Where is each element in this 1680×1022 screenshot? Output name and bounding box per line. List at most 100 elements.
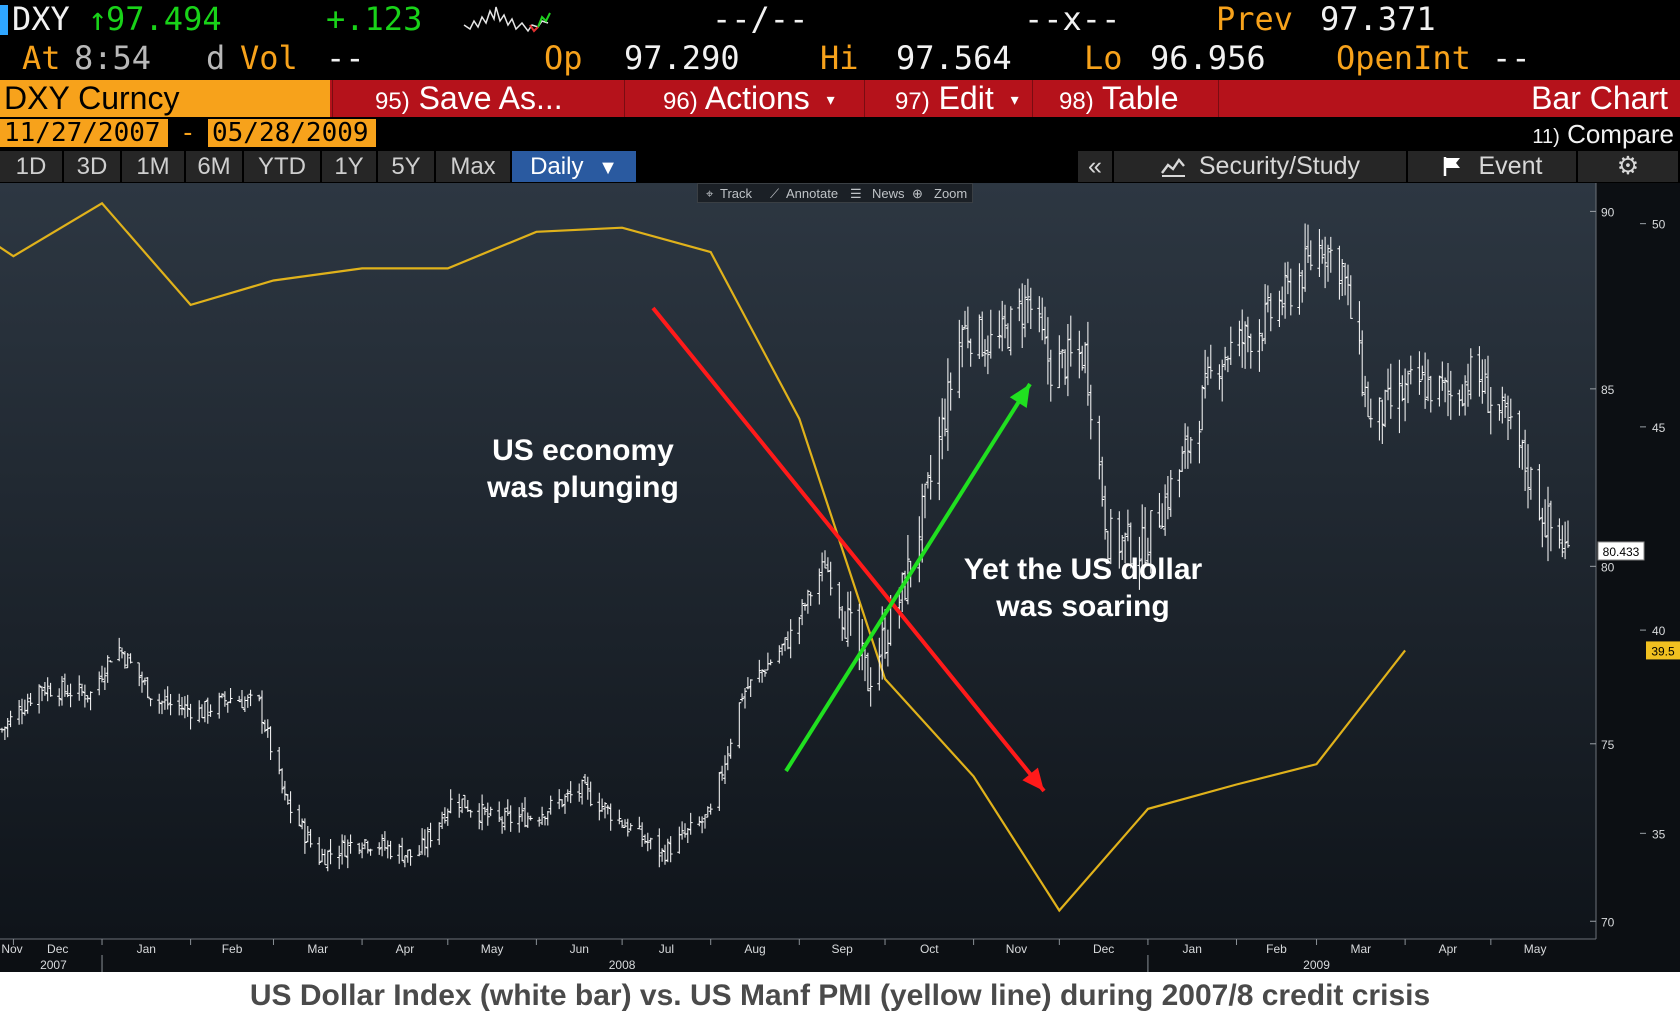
dxy-daily-bar [480, 794, 485, 831]
range-tab-1y[interactable]: 1Y [322, 151, 378, 182]
save-as-button[interactable]: 95) Save As... [332, 80, 624, 117]
bloomberg-terminal-screen: DXY ↑ 97.494 +.123 --/-- --x-- Prev 97.3… [0, 0, 1680, 972]
news-icon[interactable]: ☰ [850, 186, 862, 201]
edit-button[interactable]: 97) Edit ▾ [864, 80, 1032, 117]
range-tab-5y[interactable]: 5Y [378, 151, 436, 182]
dxy-daily-bar [1328, 236, 1333, 273]
x-axis-year-label: 2009 [1303, 958, 1330, 972]
dxy-daily-bar [1523, 429, 1528, 491]
dxy-daily-bar [1240, 309, 1245, 368]
open-interest: -- [1492, 39, 1531, 77]
dxy-daily-bar [1380, 399, 1385, 444]
table-label: Table [1102, 80, 1179, 116]
prev-close: 97.371 [1320, 0, 1436, 38]
dxy-daily-bar [322, 849, 327, 866]
dxy-daily-bar [325, 850, 330, 872]
dxy-daily-bar [1108, 509, 1113, 565]
range-tab-max[interactable]: Max [436, 151, 512, 182]
zoom-icon[interactable]: ⊕ [912, 186, 923, 201]
dxy-daily-bar [665, 838, 670, 863]
dxy-daily-bar [680, 821, 685, 840]
dxy-daily-bar [937, 416, 942, 501]
dxy-daily-bar [1180, 446, 1185, 472]
price-chart[interactable]: 90 85 80 75 70 50 45 40 35 Nov Dec Jan Feb Mar Apr May J… [0, 183, 1680, 972]
dxy-daily-bar [1183, 423, 1188, 469]
dxy-daily-bar [177, 693, 182, 716]
range-tab-6m[interactable]: 6M [186, 151, 244, 182]
compare-button[interactable]: 11) Compare [1532, 119, 1674, 152]
dxy-daily-bar [623, 819, 627, 828]
dxy-daily-bar [1120, 535, 1125, 560]
range-tab-3d[interactable]: 3D [64, 151, 122, 182]
dxy-daily-bar [685, 828, 690, 843]
news-button[interactable]: News [872, 186, 905, 201]
dxy-daily-bar [865, 652, 870, 692]
dxy-daily-bar [1285, 261, 1290, 295]
dxy-daily-bar [1163, 484, 1168, 536]
dxy-last-value-label: 80.433 [1603, 545, 1640, 559]
security-field[interactable]: DXY Curncy [0, 80, 330, 117]
x-axis-year-label: 2008 [609, 958, 636, 972]
right-axis-tick-label: 45 [1652, 421, 1666, 435]
dxy-daily-bar [583, 774, 587, 784]
dxy-daily-bar [17, 700, 22, 725]
dxy-daily-bar [245, 694, 250, 708]
dxy-daily-bar [368, 848, 373, 856]
pmi-series-line [0, 201, 1406, 913]
dxy-daily-bar [1468, 348, 1473, 400]
dxy-daily-bar [505, 799, 510, 816]
range-tab-ytd[interactable]: YTD [244, 151, 322, 182]
edit-number: 97) [895, 88, 930, 115]
actions-caret-icon: ▾ [826, 92, 835, 110]
dxy-daily-bar [900, 572, 905, 612]
dxy-last-value-box [1597, 541, 1645, 561]
x-axis-month-label: Dec [1093, 942, 1114, 956]
dxy-daily-bar [825, 557, 830, 573]
dxy-daily-bar [1428, 375, 1433, 413]
dxy-daily-bar [788, 619, 793, 659]
low-label: Lo [1084, 39, 1123, 77]
dxy-daily-bar [460, 798, 465, 814]
date-range-bar: 11/27/2007 - 05/28/2009 11) Compare [0, 119, 1680, 149]
dxy-daily-bar [905, 535, 910, 605]
x-axis-month-label: Nov [1006, 942, 1027, 956]
event-button[interactable]: Event [1408, 151, 1578, 182]
dxy-daily-bar [1063, 349, 1068, 385]
dxy-daily-bar [377, 842, 382, 855]
dxy-bar-series [0, 223, 1570, 872]
dxy-daily-bar [68, 683, 73, 708]
dxy-daily-bar [717, 772, 722, 811]
dxy-daily-bar [482, 806, 487, 816]
dxy-daily-bar [1503, 393, 1508, 418]
track-button[interactable]: Track [720, 186, 753, 201]
dxy-daily-bar [1117, 511, 1122, 569]
table-button[interactable]: 98) Table [1032, 80, 1218, 117]
annotate-button[interactable]: Annotate [786, 186, 839, 201]
gear-icon[interactable]: ⚙ [1578, 151, 1680, 182]
ticker-symbol[interactable]: DXY [12, 0, 70, 38]
dxy-daily-bar [1217, 364, 1222, 390]
save-as-number: 95) [375, 88, 410, 115]
dxy-daily-bar [280, 768, 285, 794]
range-tab-1m[interactable]: 1M [122, 151, 186, 182]
x-axis-month-label: Jan [137, 942, 156, 956]
event-label: Event [1478, 152, 1543, 180]
track-icon[interactable]: ⌖ [706, 186, 714, 201]
range-tab-1d[interactable]: 1D [0, 151, 64, 182]
security-study-button[interactable]: Security/Study [1114, 151, 1408, 182]
dxy-daily-bar [577, 783, 582, 802]
dxy-daily-bar [1400, 375, 1405, 402]
dxy-daily-bar [28, 693, 33, 706]
dxy-daily-bar [1423, 352, 1428, 409]
zoom-button[interactable]: Zoom [934, 186, 968, 201]
dxy-daily-bar [1557, 518, 1562, 549]
annotate-icon[interactable]: ⟋ [770, 186, 780, 201]
dxy-daily-bar [1168, 470, 1173, 517]
start-date-field[interactable]: 11/27/2007 [0, 119, 168, 147]
dxy-daily-bar [1566, 520, 1570, 548]
end-date-field[interactable]: 05/28/2009 [208, 119, 376, 147]
collapse-icon[interactable]: « [1078, 151, 1114, 182]
period-dropdown[interactable]: Daily ▼ [512, 151, 638, 182]
actions-button[interactable]: 96) Actions ▾ [624, 80, 864, 117]
dxy-daily-bar [600, 798, 605, 812]
